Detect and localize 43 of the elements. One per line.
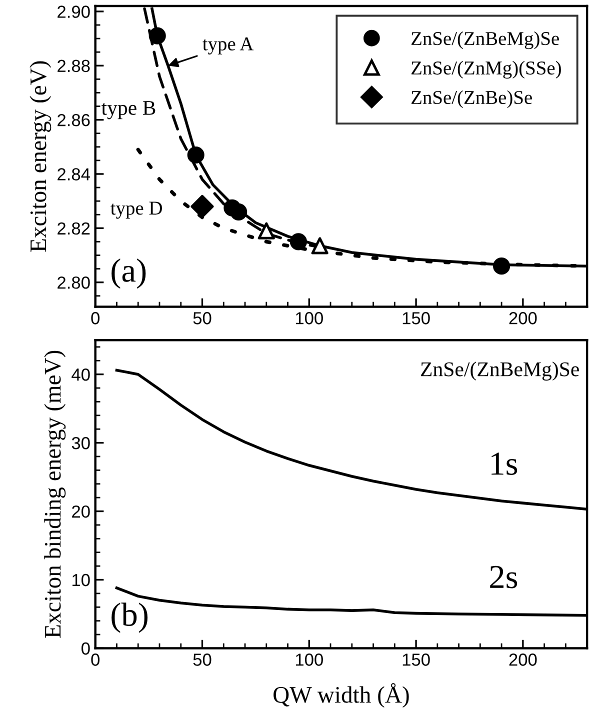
series-label: 2s bbox=[490, 566, 518, 588]
annotation: type B bbox=[101, 101, 156, 120]
point bbox=[258, 222, 275, 240]
point bbox=[230, 203, 248, 220]
x-tick-label: 0 bbox=[91, 654, 100, 666]
y-tick-label: 0 bbox=[82, 642, 90, 655]
y-tick-label: 10 bbox=[72, 574, 90, 586]
point bbox=[187, 146, 204, 164]
x-tick-label: 50 bbox=[193, 312, 212, 324]
y-tick-label: 2.80 bbox=[58, 276, 90, 289]
annotation: ZnSe/(ZnBeMg)Se bbox=[420, 362, 579, 381]
y-axis-title: Exciton energy (eV) bbox=[30, 61, 52, 252]
x-tick-label: 100 bbox=[296, 312, 323, 324]
annotation: (b) bbox=[112, 602, 148, 633]
series-label: 1s bbox=[492, 452, 518, 475]
point bbox=[148, 27, 166, 44]
x-axis-title: QW width (Å) bbox=[274, 683, 409, 708]
legend-label: ZnSe/(ZnBe)Se bbox=[412, 90, 532, 108]
y-tick-label: 2.90 bbox=[58, 6, 90, 18]
point bbox=[190, 194, 214, 218]
y-tick-label: 2.88 bbox=[58, 60, 90, 72]
point bbox=[493, 258, 510, 275]
legend-label: ZnSe/(ZnBeMg)Se bbox=[412, 31, 559, 50]
x-tick-label: 200 bbox=[509, 654, 537, 666]
x-tick-label: 100 bbox=[296, 654, 323, 666]
annotation: type A bbox=[202, 37, 254, 54]
x-tick-label: 200 bbox=[509, 312, 537, 324]
point bbox=[311, 237, 328, 254]
x-tick-label: 0 bbox=[91, 312, 100, 324]
y-axis-title: Exciton binding energy (meV) bbox=[44, 350, 66, 638]
point bbox=[290, 233, 307, 250]
annotation: (a) bbox=[112, 258, 146, 289]
y-tick-label: 30 bbox=[72, 436, 90, 450]
y-tick-label: 2.86 bbox=[58, 114, 90, 126]
y-tick-label: 2.84 bbox=[58, 168, 90, 180]
y-tick-label: 40 bbox=[72, 368, 90, 381]
y-tick-label: 20 bbox=[72, 505, 90, 518]
annotation: type D bbox=[110, 202, 162, 219]
y-tick-label: 2.82 bbox=[58, 222, 90, 235]
legend-label: ZnSe/(ZnMg)(SSe) bbox=[412, 60, 561, 79]
x-tick-label: 150 bbox=[402, 312, 430, 324]
x-tick-label: 150 bbox=[402, 654, 430, 666]
x-tick-label: 50 bbox=[193, 654, 212, 666]
